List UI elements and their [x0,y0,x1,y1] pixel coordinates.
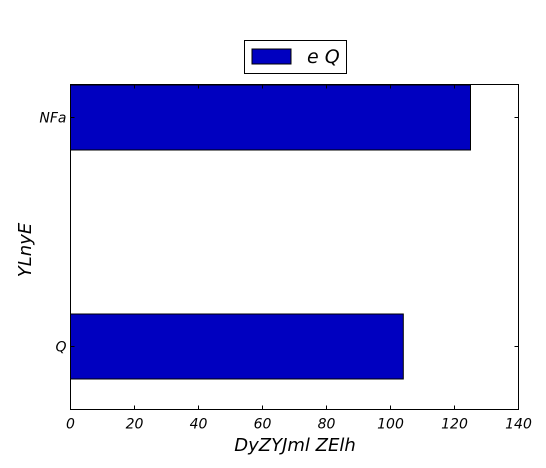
x-tick-label: 120 [441,417,468,433]
x-axis-label: DyZYJml ZElh [234,435,356,456]
bar-nfa [70,84,471,151]
x-tick-label: 100 [377,417,404,433]
x-tick-label: 60 [254,417,272,433]
y-tick-label: Q [55,340,66,356]
legend-label: e Q [307,46,340,68]
y-axis-label: YLnyE [15,222,36,277]
x-tick-label: 20 [126,417,144,433]
bar-q [70,313,404,380]
legend-swatch [251,48,292,65]
x-tick-label: 140 [505,417,532,433]
y-tick-label: NFa [39,111,66,127]
x-tick-label: 80 [318,417,336,433]
bars-group [70,84,471,380]
y-tick-labels: Q NFa [39,111,66,356]
x-tick-label: 0 [66,417,75,433]
legend: e Q [244,40,347,74]
x-tick-labels: 0 20 40 60 80 100 120 140 [66,417,532,433]
plot-frame [70,84,519,410]
x-tick-label: 40 [190,417,208,433]
